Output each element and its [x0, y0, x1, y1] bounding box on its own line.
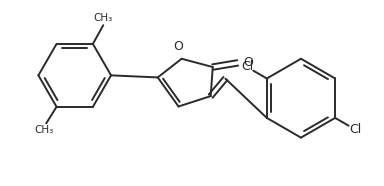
- Text: CH₃: CH₃: [35, 126, 54, 135]
- Text: O: O: [174, 39, 184, 52]
- Text: CH₃: CH₃: [94, 13, 113, 23]
- Text: O: O: [243, 56, 253, 69]
- Text: Cl: Cl: [349, 123, 361, 136]
- Text: Cl: Cl: [241, 60, 253, 73]
